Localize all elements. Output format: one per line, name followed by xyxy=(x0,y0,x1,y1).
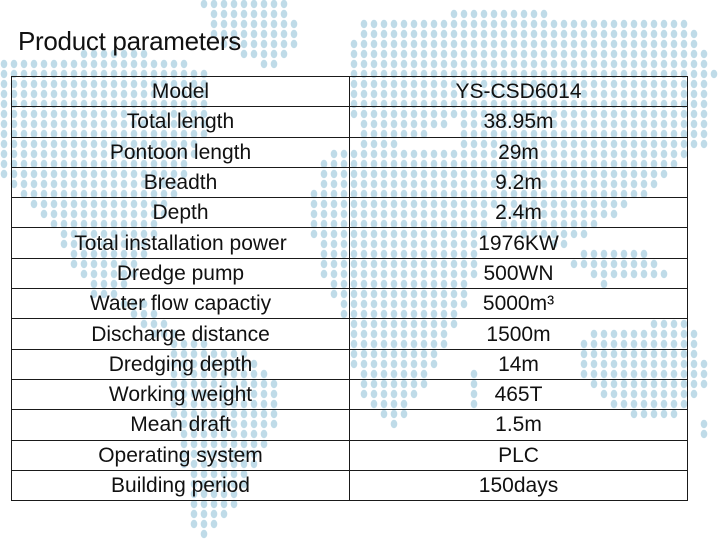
parameter-value: YS-CSD6014 xyxy=(349,75,688,108)
parameter-value: 500WN xyxy=(349,257,688,290)
parameter-label: Total length xyxy=(11,106,350,138)
table-row: Total installation power 1976KW xyxy=(11,227,688,259)
parameter-label: Depth xyxy=(11,197,350,229)
parameter-label: Model xyxy=(11,75,350,108)
table-row: Mean draft 1.5m xyxy=(11,409,688,441)
table-row: Dredging depth 14m xyxy=(11,348,688,380)
table-row: Pontoon length 29m xyxy=(11,136,688,168)
parameter-value: 1.5m xyxy=(349,409,688,441)
parameter-value: 150days xyxy=(349,469,688,502)
parameter-value: PLC xyxy=(349,439,688,471)
parameter-label: Discharge distance xyxy=(11,318,350,350)
table-row: Discharge distance 1500m xyxy=(11,318,688,350)
parameter-value: 5000m³ xyxy=(349,288,688,320)
parameter-value: 38.95m xyxy=(349,106,688,138)
parameter-label: Operating system xyxy=(11,439,350,471)
parameter-value: 14m xyxy=(349,348,688,380)
table-row: Dredge pump 500WN xyxy=(11,257,688,290)
table-row: Building period 150days xyxy=(11,469,688,502)
parameter-value: 9.2m xyxy=(349,166,688,199)
parameter-label: Pontoon length xyxy=(11,136,350,168)
parameter-value: 465T xyxy=(349,378,688,411)
slide-title: Product parameters xyxy=(18,26,241,56)
table-row: Working weight 465T xyxy=(11,378,688,411)
table-row: Depth 2.4m xyxy=(11,197,688,229)
table-body: Model YS-CSD6014 Total length 38.95m Pontoon… xyxy=(11,75,688,502)
parameter-value: 1500m xyxy=(349,318,688,350)
table-row: Model YS-CSD6014 xyxy=(11,75,688,108)
parameter-label: Breadth xyxy=(11,166,350,199)
table-row: Water flow capactiy 5000m³ xyxy=(11,288,688,320)
table-row: Operating system PLC xyxy=(11,439,688,471)
parameter-label: Dredging depth xyxy=(11,348,350,380)
parameter-value: 1976KW xyxy=(349,227,688,259)
parameter-label: Water flow capactiy xyxy=(11,288,350,320)
parameter-label: Dredge pump xyxy=(11,257,350,290)
parameter-label: Working weight xyxy=(11,378,350,411)
parameter-value: 2.4m xyxy=(349,197,688,229)
parameter-label: Total installation power xyxy=(11,227,350,259)
product-parameters-table: Model YS-CSD6014 Total length 38.95m Pontoon… xyxy=(11,75,688,502)
parameter-label: Mean draft xyxy=(11,409,350,441)
parameter-value: 29m xyxy=(349,136,688,168)
table-row: Breadth 9.2m xyxy=(11,166,688,199)
table-row: Total length 38.95m xyxy=(11,106,688,138)
parameter-label: Building period xyxy=(11,469,350,502)
